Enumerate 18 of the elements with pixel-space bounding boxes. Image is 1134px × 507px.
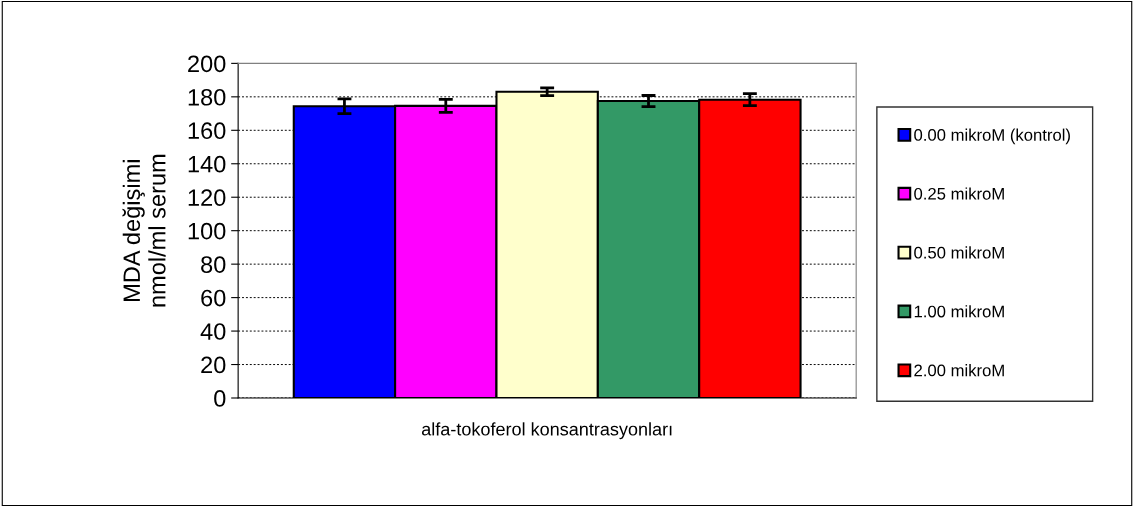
legend-label: 0.25 mikroM (914, 187, 1004, 200)
y-tick-label: 160 (188, 122, 226, 140)
y-axis-title: MDA değişimi nmol/ml serum (122, 154, 166, 307)
y-tick-label: 180 (188, 88, 226, 106)
legend-label: 0.00 mikroM (kontrol) (914, 128, 1070, 145)
legend-label: 1.00 mikroM (914, 305, 1004, 318)
legend-label: 0.50 mikroM (914, 246, 1004, 259)
y-tick-label: 100 (188, 222, 226, 240)
y-tick-label: 20 (201, 356, 226, 374)
y-tick-label: 40 (200, 323, 226, 340)
y-tick-label: 120 (188, 189, 226, 207)
legend-label: 2.00 mikroM (914, 364, 1004, 377)
x-axis-title: alfa-tokoferol konsantrasyonları (421, 422, 672, 440)
y-tick-label: 80 (201, 256, 226, 273)
y-tick-label: 140 (188, 155, 226, 173)
y-tick-label: 0 (214, 390, 226, 407)
y-tick-label: 200 (188, 55, 226, 73)
y-tick-label: 60 (201, 289, 226, 307)
